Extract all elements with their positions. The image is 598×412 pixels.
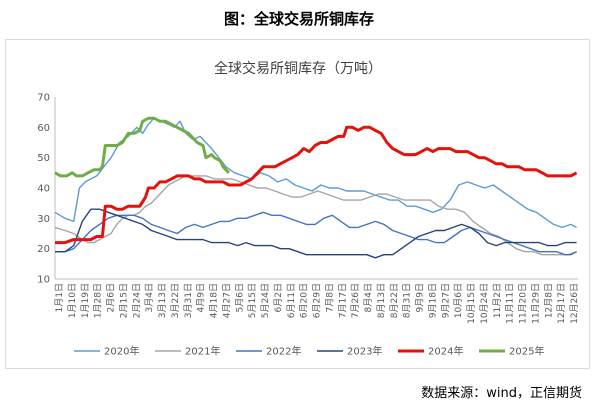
chart-svg: 全球交易所铜库存（万吨） 10 20 30 40 50 60 70 1月1日 1月10日 1月1… [37,60,580,358]
x-tick-label: 3月22日 [170,283,181,318]
x-tick-label: 10月15日 [466,283,477,324]
x-tick-label: 3月13日 [157,283,168,318]
x-tick-label: 3月31日 [183,283,194,318]
x-tick-label: 8月13日 [376,283,387,318]
y-tick-label: 50 [37,153,50,164]
series-line-2024年 [55,125,578,245]
legend-label: 2021年 [185,345,220,358]
legend-label: 2025年 [509,345,544,358]
y-tick-labels: 10 20 30 40 50 60 70 [37,93,50,286]
x-tick-label: 2月6日 [106,283,117,312]
x-tick-label: 12月26日 [569,283,580,324]
legend-label: 2022年 [266,345,301,358]
x-tick-label: 5月15日 [247,283,258,318]
y-tick-label: 70 [37,93,50,104]
x-tick-labels: 1月1日 1月10日 1月19日 1月28日 2月6日 2月15日 2月24日 3月4日 3月1… [54,283,580,324]
x-tick-label: 4月18日 [209,283,220,318]
x-tick-label: 9月18日 [427,283,438,318]
x-tick-label: 5月6日 [234,283,245,312]
legend-label: 2024年 [428,345,463,358]
x-tick-label: 6月2日 [273,283,284,312]
series-line-2020年 [54,117,577,229]
figure-title: 图：全球交易所铜库存 [223,10,374,28]
x-tick-label: 8月31日 [402,283,413,318]
legend: 2020年 2021年 2022年 2023年 2024年 2025年 [74,345,544,358]
y-tick-label: 40 [37,184,50,195]
series-line-2025年 [54,116,230,178]
source-note: 数据来源：wind，正信期货 [421,386,582,401]
x-tick-label: 1月19日 [80,283,91,318]
x-tick-label: 9月9日 [415,283,426,312]
x-tick-label: 6月20日 [299,283,310,318]
x-tick-label: 2月24日 [131,283,142,318]
chart-title: 全球交易所铜库存（万吨） [214,60,382,77]
x-tick-label: 7月8日 [324,283,335,312]
x-tick-label: 2月15日 [118,283,129,318]
y-tick-label: 60 [37,123,50,134]
x-tick-label: 10月6日 [453,283,464,318]
x-tick-label: 11月2日 [492,283,503,318]
x-tick-label: 10月24日 [479,283,490,324]
x-tick-label: 4月9日 [196,283,207,312]
y-tick-label: 10 [37,275,50,286]
x-tick-label: 6月11日 [286,283,297,318]
x-tick-label: 6月29日 [312,283,323,318]
legend-label: 2023年 [347,345,382,358]
x-tick-label: 11月20日 [518,283,529,324]
x-tick-label: 7月17日 [337,283,348,318]
x-tick-label: 11月29日 [530,283,541,324]
x-tick-label: 11月11日 [505,283,516,324]
x-tick-label: 5月24日 [260,283,271,318]
x-tick-label: 8月22日 [389,283,400,318]
x-tick-label: 12月17日 [556,283,567,324]
x-tick-label: 3月4日 [144,283,155,312]
chart-frame: 全球交易所铜库存（万吨） 10 20 30 40 50 60 70 1月1日 1月10日 1月1… [5,39,590,369]
x-tick-label: 8月4日 [363,283,374,312]
x-tick-label: 9月27日 [440,283,451,318]
x-tick-label: 1月10日 [67,283,78,318]
y-tick-label: 20 [37,244,50,255]
x-tick-label: 7月26日 [350,283,361,318]
y-tick-label: 30 [37,214,50,225]
legend-label: 2020年 [104,345,139,358]
series-line-2023年 [55,208,577,259]
x-tick-label: 4月27日 [221,283,232,318]
series-line-2022年 [55,211,577,256]
x-tick-label: 1月28日 [93,283,104,318]
series-lines [54,116,578,259]
x-tick-label: 1月1日 [54,283,65,312]
x-tick-label: 12月8日 [543,283,554,318]
